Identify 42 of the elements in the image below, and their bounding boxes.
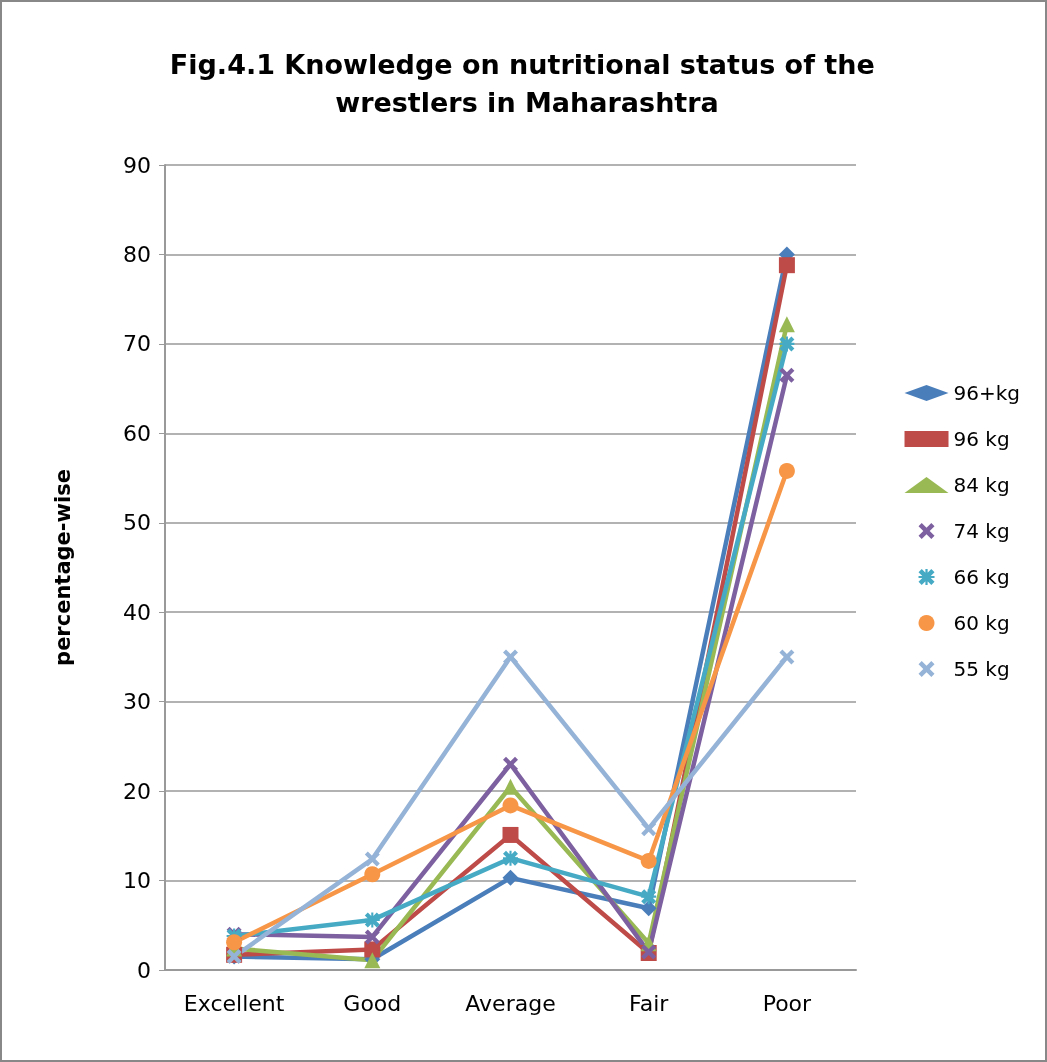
y-tick-label: 20: [123, 778, 151, 804]
point: [364, 866, 381, 883]
y-tick-label: 60: [123, 420, 151, 446]
point: [226, 934, 243, 951]
y-tick-label: 30: [123, 689, 151, 715]
point: [778, 462, 795, 479]
point: [502, 778, 519, 795]
legend-label: 96+kg: [953, 381, 1020, 405]
y-tick-label: 90: [123, 152, 151, 178]
point: [779, 649, 795, 665]
point: [502, 797, 519, 814]
y-axis-title: percentage-wise: [50, 469, 75, 666]
legend-label: 60 kg: [953, 611, 1010, 635]
legend-label: 96 kg: [953, 427, 1010, 451]
point: [779, 367, 795, 383]
x-tick-label: Good: [343, 990, 402, 1016]
point: [364, 851, 380, 867]
legend-label: 55 kg: [953, 657, 1010, 681]
y-tick-label: 40: [123, 599, 151, 625]
x-tick-label: Average: [465, 990, 556, 1016]
point: [502, 869, 519, 886]
point: [503, 756, 518, 772]
point: [641, 821, 657, 837]
legend-label: 84 kg: [953, 473, 1010, 497]
legend-label: 66 kg: [953, 565, 1010, 589]
y-tick-label: 70: [123, 331, 151, 357]
chart-title: Fig.4.1 Knowledge on nutritional status of the wrestlers in Maharashtra: [169, 48, 885, 118]
point: [640, 900, 657, 917]
point: [640, 852, 657, 869]
y-tick-label: 50: [123, 510, 151, 536]
x-tick-label: Excellent: [183, 990, 285, 1016]
legend-label: 74 kg: [953, 519, 1010, 543]
y-tick-label: 0: [137, 957, 151, 983]
x-tick-label: Poor: [762, 990, 813, 1016]
x-tick-label: Fair: [629, 990, 670, 1016]
y-tick-label: 10: [123, 868, 151, 894]
point: [364, 929, 380, 945]
point: [778, 257, 795, 274]
point: [778, 316, 795, 333]
y-tick-label: 80: [123, 241, 151, 267]
point: [502, 826, 519, 843]
point: [503, 649, 518, 665]
